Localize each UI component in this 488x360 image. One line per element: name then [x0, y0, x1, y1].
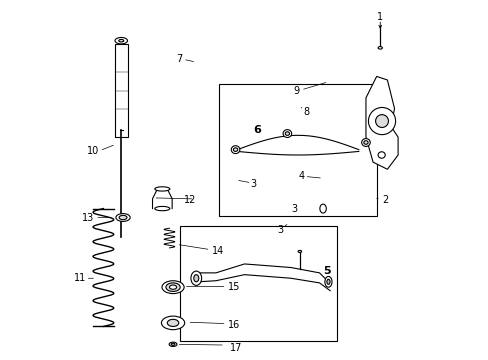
Polygon shape — [365, 76, 397, 169]
Text: 11: 11 — [74, 273, 86, 283]
Ellipse shape — [377, 46, 382, 49]
Ellipse shape — [298, 250, 301, 252]
Text: 2: 2 — [381, 195, 387, 204]
Text: 8: 8 — [303, 107, 309, 117]
Ellipse shape — [161, 316, 184, 330]
Ellipse shape — [283, 130, 291, 138]
Text: 1: 1 — [376, 13, 383, 22]
Ellipse shape — [361, 139, 369, 147]
Ellipse shape — [169, 285, 176, 289]
Text: 15: 15 — [228, 282, 240, 292]
Text: 5: 5 — [322, 266, 330, 276]
Text: 13: 13 — [81, 212, 94, 222]
Bar — [180, 226, 337, 341]
Ellipse shape — [116, 213, 130, 221]
Text: 3: 3 — [277, 225, 283, 235]
Text: 7: 7 — [175, 54, 182, 64]
Ellipse shape — [231, 146, 240, 154]
Bar — [115, 44, 127, 137]
Ellipse shape — [233, 148, 237, 152]
Ellipse shape — [155, 187, 169, 191]
Text: 14: 14 — [212, 247, 224, 256]
Ellipse shape — [326, 279, 329, 284]
Ellipse shape — [319, 204, 325, 213]
Text: 4: 4 — [298, 171, 304, 181]
Ellipse shape — [155, 206, 169, 211]
Ellipse shape — [285, 132, 289, 135]
Text: 9: 9 — [293, 86, 299, 96]
Text: 3: 3 — [250, 179, 256, 189]
Circle shape — [375, 114, 387, 127]
Ellipse shape — [119, 215, 127, 220]
Ellipse shape — [162, 281, 184, 294]
Text: 16: 16 — [228, 320, 240, 330]
Ellipse shape — [193, 275, 198, 282]
Ellipse shape — [171, 343, 175, 345]
Ellipse shape — [115, 37, 127, 44]
Text: 12: 12 — [183, 195, 196, 204]
Text: 17: 17 — [230, 343, 242, 353]
Ellipse shape — [363, 141, 367, 144]
Ellipse shape — [167, 319, 179, 327]
Ellipse shape — [169, 342, 177, 346]
Circle shape — [367, 108, 395, 135]
Bar — [219, 84, 376, 216]
Ellipse shape — [324, 276, 331, 287]
Text: 10: 10 — [86, 147, 99, 157]
Ellipse shape — [377, 152, 385, 158]
Ellipse shape — [165, 283, 180, 292]
Ellipse shape — [119, 40, 123, 42]
Ellipse shape — [190, 271, 201, 285]
Text: 6: 6 — [253, 125, 261, 135]
Text: 3: 3 — [291, 203, 297, 213]
